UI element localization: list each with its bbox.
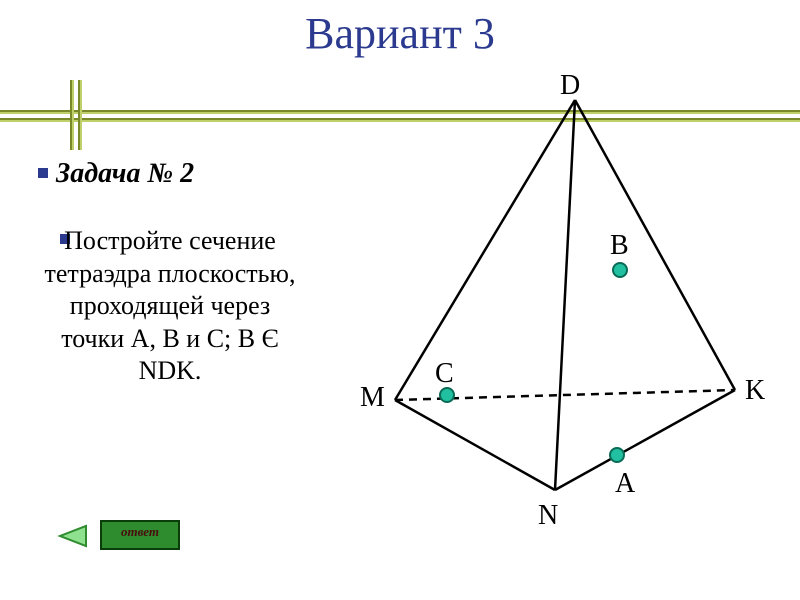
decor-vline-shadow-2: [80, 80, 82, 150]
vertex-label-N: N: [538, 500, 558, 532]
decor-vline-2: [78, 80, 80, 150]
answer-button[interactable]: ответ: [100, 520, 180, 550]
point-label-A: A: [615, 468, 635, 500]
decor-vline-1: [70, 80, 72, 150]
back-button[interactable]: [56, 524, 90, 548]
task-text: Постройте сечение тетраэдра плоскостью, …: [40, 225, 300, 388]
slide-title: Вариант 3: [0, 8, 800, 59]
slide: Вариант 3 Задача № 2 Постройте сечение т…: [0, 0, 800, 600]
point-label-B: B: [610, 230, 629, 262]
task-label: Задача № 2: [56, 158, 194, 190]
point-label-C: C: [435, 358, 454, 390]
vertex-label-M: M: [360, 382, 385, 414]
bullet-icon: [38, 168, 48, 178]
tetrahedron-diagram: D M N K B C A: [320, 70, 780, 540]
diagram-svg: [320, 70, 780, 540]
vertex-label-K: K: [745, 375, 765, 407]
answer-button-label: ответ: [121, 524, 159, 539]
vertex-label-D: D: [560, 70, 580, 102]
decor-vline-shadow: [72, 80, 74, 150]
